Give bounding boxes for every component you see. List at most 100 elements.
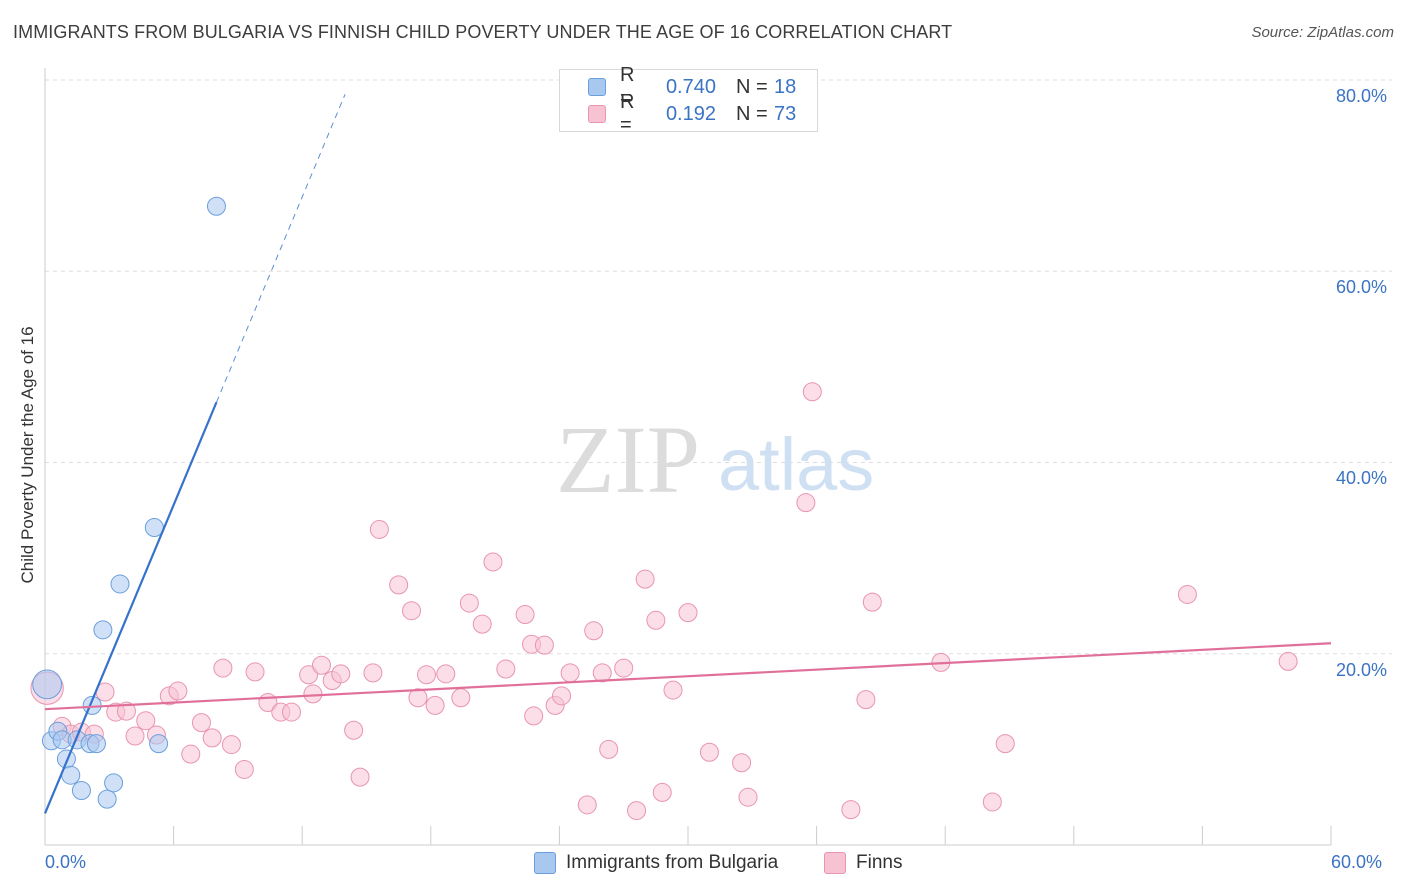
finns-point: [459, 593, 479, 613]
bulgaria-trend-extension: [216, 94, 346, 403]
bottom-legend-finns[interactable]: Finns: [824, 852, 902, 874]
finns-point: [281, 702, 301, 722]
finns-point: [534, 635, 554, 655]
finns-point: [181, 744, 201, 764]
bulgaria-point: [93, 620, 113, 640]
legend-n-label: N =: [736, 75, 768, 98]
bulgaria-point: [32, 669, 63, 700]
finns-point: [524, 706, 544, 726]
finns-point: [738, 787, 758, 807]
finns-point: [311, 655, 331, 675]
bulgaria-point: [104, 773, 124, 793]
bottom-legend-bulgaria[interactable]: Immigrants from Bulgaria: [534, 852, 778, 874]
finns-point: [599, 739, 619, 759]
finns-point: [234, 759, 254, 779]
finns-point: [982, 792, 1002, 812]
y-tick-label-40: 40.0%: [1336, 468, 1388, 488]
finns-point: [560, 663, 580, 683]
trend-lines: [43, 94, 1332, 814]
finns-point: [213, 658, 233, 678]
bottom-legend-label-finns: Finns: [856, 852, 903, 873]
bulgaria-point: [86, 734, 106, 754]
watermark-zip: ZIP: [556, 406, 700, 513]
finns-point: [496, 659, 516, 679]
finns-point: [436, 664, 456, 684]
finns-point: [191, 713, 211, 733]
finns-point: [168, 681, 188, 701]
bulgaria-point: [110, 574, 130, 594]
source-credit: Source: ZipAtlas.com: [1251, 24, 1394, 41]
bulgaria-point: [97, 789, 117, 809]
finns-point: [451, 688, 471, 708]
bulgaria-points: [32, 196, 226, 809]
finns-point: [592, 663, 612, 683]
finns-point: [408, 688, 428, 708]
finns-point: [350, 767, 370, 787]
finns-point: [577, 795, 597, 815]
finns-point: [402, 601, 422, 621]
legend-row-bulgaria: R = 0.740 N = 18: [588, 64, 797, 109]
bottom-legend-swatch-bulgaria: [534, 852, 556, 874]
legend-r-value: 0.740: [665, 75, 716, 98]
finns-point: [303, 684, 323, 704]
bulgaria-trend-line: [43, 401, 218, 814]
finns-point: [652, 782, 672, 802]
finns-point: [116, 701, 136, 721]
bulgaria-point: [56, 749, 76, 769]
finns-point: [344, 720, 364, 740]
correlation-legend: R = 0.740 N = 18 R = 0.192 N = 73: [559, 64, 818, 136]
finns-point: [627, 801, 647, 821]
finns-point: [125, 726, 145, 746]
y-tick-label-20: 20.0%: [1336, 660, 1388, 680]
finns-point: [472, 614, 492, 634]
legend-n-value: 18: [774, 75, 797, 98]
finns-point: [1177, 584, 1197, 604]
legend-swatch-bulgaria: [588, 78, 606, 96]
finns-point: [221, 735, 241, 755]
legend-swatch-finns: [588, 105, 606, 123]
finns-point: [841, 800, 861, 820]
y-tick-label-60: 60.0%: [1336, 277, 1388, 297]
finns-point: [483, 552, 503, 572]
finns-point: [646, 610, 666, 630]
bulgaria-point: [149, 734, 169, 754]
grid-lines: [45, 79, 1392, 655]
bottom-legend-swatch-finns: [824, 852, 846, 874]
watermark: ZIP atlas: [556, 406, 874, 513]
legend-r-value: 0.192: [665, 102, 716, 125]
bulgaria-point: [71, 780, 91, 800]
finns-point: [202, 728, 222, 748]
finns-point: [732, 753, 752, 773]
legend-n-label: N =: [736, 102, 768, 125]
finns-point: [299, 665, 319, 685]
finns-point: [369, 519, 389, 539]
x-tick-label-min: 0.0%: [45, 852, 87, 872]
watermark-atlas: atlas: [718, 423, 874, 506]
finns-point: [515, 605, 535, 625]
finns-point: [678, 603, 698, 623]
finns-point: [331, 664, 351, 684]
x-tick-label-max: 60.0%: [1331, 852, 1383, 872]
chart-title: IMMIGRANTS FROM BULGARIA VS FINNISH CHIL…: [13, 22, 953, 42]
finns-point: [699, 742, 719, 762]
legend-r-label: R =: [620, 91, 635, 136]
axes: [44, 68, 1332, 846]
bottom-legend-label-bulgaria: Immigrants from Bulgaria: [566, 852, 779, 873]
finns-point: [663, 680, 683, 700]
finns-point: [1278, 651, 1298, 671]
y-axis-label: Child Poverty Under the Age of 16: [18, 326, 37, 584]
legend-n-value: 73: [774, 102, 797, 125]
finns-point: [862, 592, 882, 612]
bulgaria-point: [206, 196, 226, 216]
finns-point: [245, 662, 265, 682]
finns-point: [417, 665, 437, 685]
finns-point: [796, 493, 816, 513]
finns-point: [856, 690, 876, 710]
finns-point: [363, 663, 383, 683]
finns-trend-line: [44, 642, 1332, 711]
legend-row-finns: R = 0.192 N = 73: [588, 91, 797, 136]
finns-point: [584, 621, 604, 641]
y-tick-label-80: 80.0%: [1336, 86, 1388, 106]
finns-point: [614, 658, 634, 678]
